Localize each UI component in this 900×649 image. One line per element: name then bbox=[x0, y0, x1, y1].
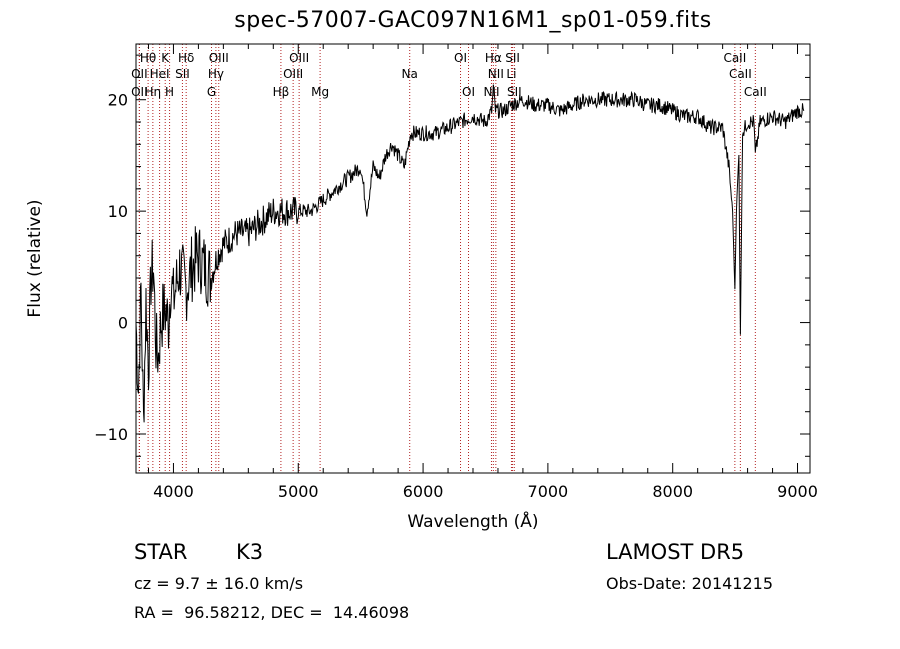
x-tick-label: 5000 bbox=[278, 482, 319, 501]
coordinates: RA = 96.58212, DEC = 14.46098 bbox=[134, 603, 410, 622]
spectral-line-label: H bbox=[165, 85, 174, 99]
spectral-line-label: SII bbox=[505, 51, 520, 65]
spectral-line-label: OI bbox=[462, 85, 475, 99]
spectral-line-label: Hη bbox=[145, 85, 162, 99]
y-tick-label: 10 bbox=[108, 202, 128, 221]
redshift-text: cz = 9.7 ± 16.0 km/s bbox=[134, 574, 304, 593]
x-tick-label: 9000 bbox=[777, 482, 818, 501]
spectral-line-label: OII bbox=[131, 67, 148, 81]
axis-ticks: 4000 5000 6000 7000 8000 9000 −10 0 10 20 bbox=[94, 44, 818, 501]
spectral-line-label: Hγ bbox=[208, 67, 224, 81]
spectral-line-label: Na bbox=[402, 67, 418, 81]
spectral-line-label: CaII bbox=[729, 67, 752, 81]
spectral-line-markers bbox=[138, 44, 756, 473]
spectral-line-label: CaII bbox=[723, 51, 746, 65]
spectral-line-label: Mg bbox=[311, 85, 329, 99]
spectral-line-label: OII bbox=[131, 85, 148, 99]
spectral-line-label: OIII bbox=[209, 51, 229, 65]
y-tick-label: −10 bbox=[94, 425, 128, 444]
spectral-line-label: K bbox=[161, 51, 170, 65]
y-axis-label: Flux (relative) bbox=[25, 199, 45, 317]
spectral-line-label: Hα bbox=[485, 51, 502, 65]
spectral-line-label: G bbox=[207, 85, 216, 99]
x-tick-label: 7000 bbox=[528, 482, 569, 501]
spectral-line-label: Hβ bbox=[273, 85, 290, 99]
survey-name: LAMOST DR5 bbox=[606, 540, 745, 564]
spectral-line-label: NII bbox=[488, 67, 504, 81]
spectral-line-label: Li bbox=[506, 67, 516, 81]
spectral-line-label: Hδ bbox=[178, 51, 194, 65]
spectral-line-label: OI bbox=[454, 51, 467, 65]
chart-title: spec-57007-GAC097N16M1_sp01-059.fits bbox=[234, 8, 712, 33]
spectral-line-label: SII bbox=[507, 85, 522, 99]
spectral-line-label: HeI bbox=[150, 67, 170, 81]
y-tick-label: 20 bbox=[108, 91, 128, 110]
object-class: STAR bbox=[134, 540, 188, 564]
x-tick-label: 8000 bbox=[652, 482, 693, 501]
x-tick-label: 4000 bbox=[153, 482, 194, 501]
spectral-line-label: OIII bbox=[289, 51, 309, 65]
x-tick-label: 6000 bbox=[403, 482, 444, 501]
obs-date: Obs-Date: 20141215 bbox=[606, 574, 774, 593]
plot-frame bbox=[135, 43, 811, 474]
spectral-line-label: Hθ bbox=[140, 51, 156, 65]
spectral-line-label: SII bbox=[175, 67, 190, 81]
spectral-line-label: NII bbox=[483, 85, 499, 99]
object-subclass: K3 bbox=[236, 540, 264, 564]
spectrum-line bbox=[135, 84, 805, 423]
spectral-line-label: CaII bbox=[744, 85, 767, 99]
y-tick-label: 0 bbox=[118, 314, 128, 333]
spectral-line-label: OIII bbox=[283, 67, 303, 81]
x-axis-label: Wavelength (Å) bbox=[407, 510, 538, 532]
